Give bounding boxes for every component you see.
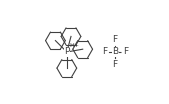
Text: P: P xyxy=(64,48,69,56)
Text: F: F xyxy=(113,35,118,44)
Text: H+: H+ xyxy=(69,43,79,48)
Text: F: F xyxy=(124,48,129,56)
Text: F: F xyxy=(113,60,118,69)
Text: F: F xyxy=(102,48,107,56)
Text: B: B xyxy=(112,48,118,56)
